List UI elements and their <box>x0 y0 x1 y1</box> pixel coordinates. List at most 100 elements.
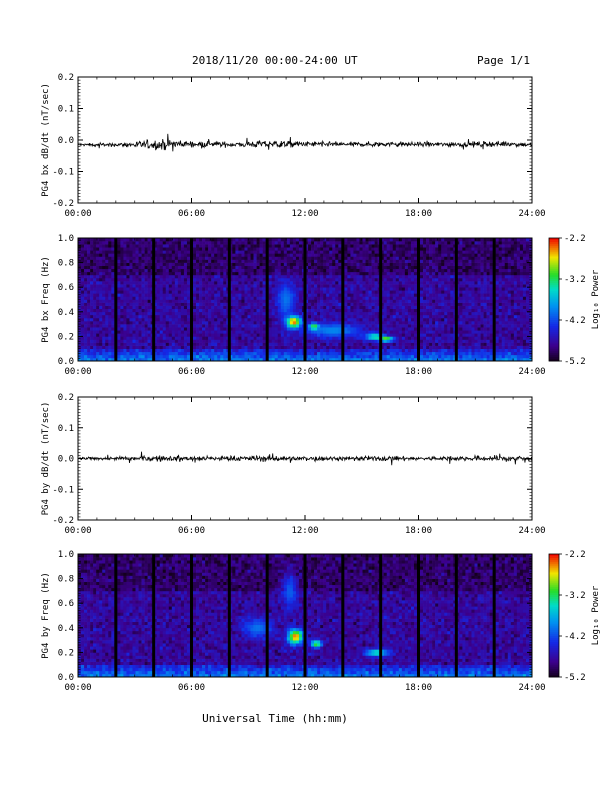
heatmap-cell <box>108 339 112 343</box>
heatmap-cell <box>156 342 161 346</box>
heatmap-cell <box>311 287 315 291</box>
heatmap-cell <box>159 348 164 353</box>
heatmap-cell <box>362 253 366 257</box>
heatmap-cell <box>87 293 91 297</box>
heatmap-cell <box>183 274 188 279</box>
heatmap-cell <box>407 265 412 270</box>
heatmap-cell <box>126 296 130 300</box>
heatmap-cell <box>93 281 97 285</box>
heatmap-cell <box>126 327 130 331</box>
heatmap-cell <box>371 244 375 248</box>
heatmap-cell <box>253 281 257 285</box>
heatmap-cell <box>401 357 406 362</box>
heatmap-cell <box>199 327 203 331</box>
heatmap-cell <box>183 290 188 294</box>
heatmap-cell <box>144 314 148 319</box>
heatmap-cell <box>247 277 251 282</box>
heatmap-cell <box>380 327 384 331</box>
heatmap-cell <box>292 250 297 254</box>
heatmap-cell <box>280 342 285 346</box>
heatmap-cell <box>108 287 112 291</box>
heatmap-cell <box>392 268 397 273</box>
heatmap-cell <box>274 314 279 319</box>
heatmap-cell <box>168 238 173 242</box>
heatmap-cell <box>383 308 388 313</box>
heatmap-cell <box>168 268 173 273</box>
heatmap-cell <box>244 357 248 362</box>
heatmap-cell <box>298 265 303 270</box>
heatmap-cell <box>441 336 445 340</box>
heatmap-cell <box>196 357 200 362</box>
heatmap-cell <box>413 342 418 346</box>
heatmap-cell <box>183 336 188 340</box>
heatmap-cell <box>320 284 324 288</box>
heatmap-cell <box>171 296 176 300</box>
heatmap-cell <box>262 277 266 282</box>
heatmap-cell <box>159 271 164 276</box>
heatmap-cell <box>168 262 173 266</box>
heatmap-cell <box>102 277 106 282</box>
heatmap-cell <box>347 311 351 316</box>
heatmap-cell <box>205 351 209 356</box>
heatmap-cell <box>199 271 203 276</box>
heatmap-cell <box>117 299 121 303</box>
heatmap-cell <box>108 290 112 294</box>
heatmap-cell <box>244 327 248 331</box>
heatmap-cell <box>392 299 397 303</box>
heatmap-cell <box>81 321 85 325</box>
heatmap-cell <box>335 299 339 303</box>
heatmap-cell <box>413 311 418 316</box>
heatmap-cell <box>117 287 121 291</box>
heatmap-cell <box>286 299 291 303</box>
heatmap-cell <box>435 342 439 346</box>
heatmap-cell <box>129 293 133 297</box>
heatmap-cell <box>359 351 363 356</box>
heatmap-cell <box>174 284 179 288</box>
heatmap-cell <box>87 287 91 291</box>
heatmap-cell <box>362 244 366 248</box>
heatmap-cell <box>186 290 191 294</box>
heatmap-cell <box>105 327 109 331</box>
heatmap-cell <box>159 296 164 300</box>
heatmap-cell <box>99 296 103 300</box>
heatmap-cell <box>259 311 263 316</box>
heatmap-cell <box>123 345 127 350</box>
heatmap-cell <box>90 330 94 334</box>
heatmap-cell <box>186 330 191 334</box>
heatmap-cell <box>159 351 164 356</box>
heatmap-cell <box>268 299 273 303</box>
heatmap-cell <box>308 250 312 254</box>
heatmap-cell <box>404 305 409 310</box>
heatmap-cell <box>247 253 251 257</box>
heatmap-cell <box>371 324 375 328</box>
heatmap-cell <box>356 238 360 242</box>
heatmap-cell <box>126 345 130 350</box>
heatmap-cell <box>365 265 369 270</box>
heatmap-cell <box>132 324 136 328</box>
heatmap-cell <box>347 247 351 251</box>
heatmap-cell <box>102 348 106 353</box>
heatmap-cell <box>108 244 112 248</box>
heatmap-cell <box>268 281 273 285</box>
heatmap-cell <box>335 284 339 288</box>
heatmap-cell <box>432 238 436 242</box>
heatmap-cell <box>162 244 167 248</box>
heatmap-cell <box>165 324 170 328</box>
heatmap-cell <box>429 247 433 251</box>
heatmap-cell <box>344 247 348 251</box>
heatmap-cell <box>141 262 145 266</box>
heatmap-cell <box>404 256 409 260</box>
heatmap-cell <box>147 348 151 353</box>
heatmap-cell <box>99 311 103 316</box>
heatmap-cell <box>368 339 372 343</box>
heatmap-cell <box>347 287 351 291</box>
heatmap-cell <box>268 336 273 340</box>
heatmap-cell <box>120 327 124 331</box>
heatmap-cell <box>423 274 427 279</box>
heatmap-cell <box>383 345 388 350</box>
heatmap-cell <box>380 277 384 282</box>
heatmap-cell <box>329 357 333 362</box>
heatmap-cell <box>135 333 139 337</box>
heatmap-cell <box>141 287 145 291</box>
heatmap-cell <box>314 299 318 303</box>
